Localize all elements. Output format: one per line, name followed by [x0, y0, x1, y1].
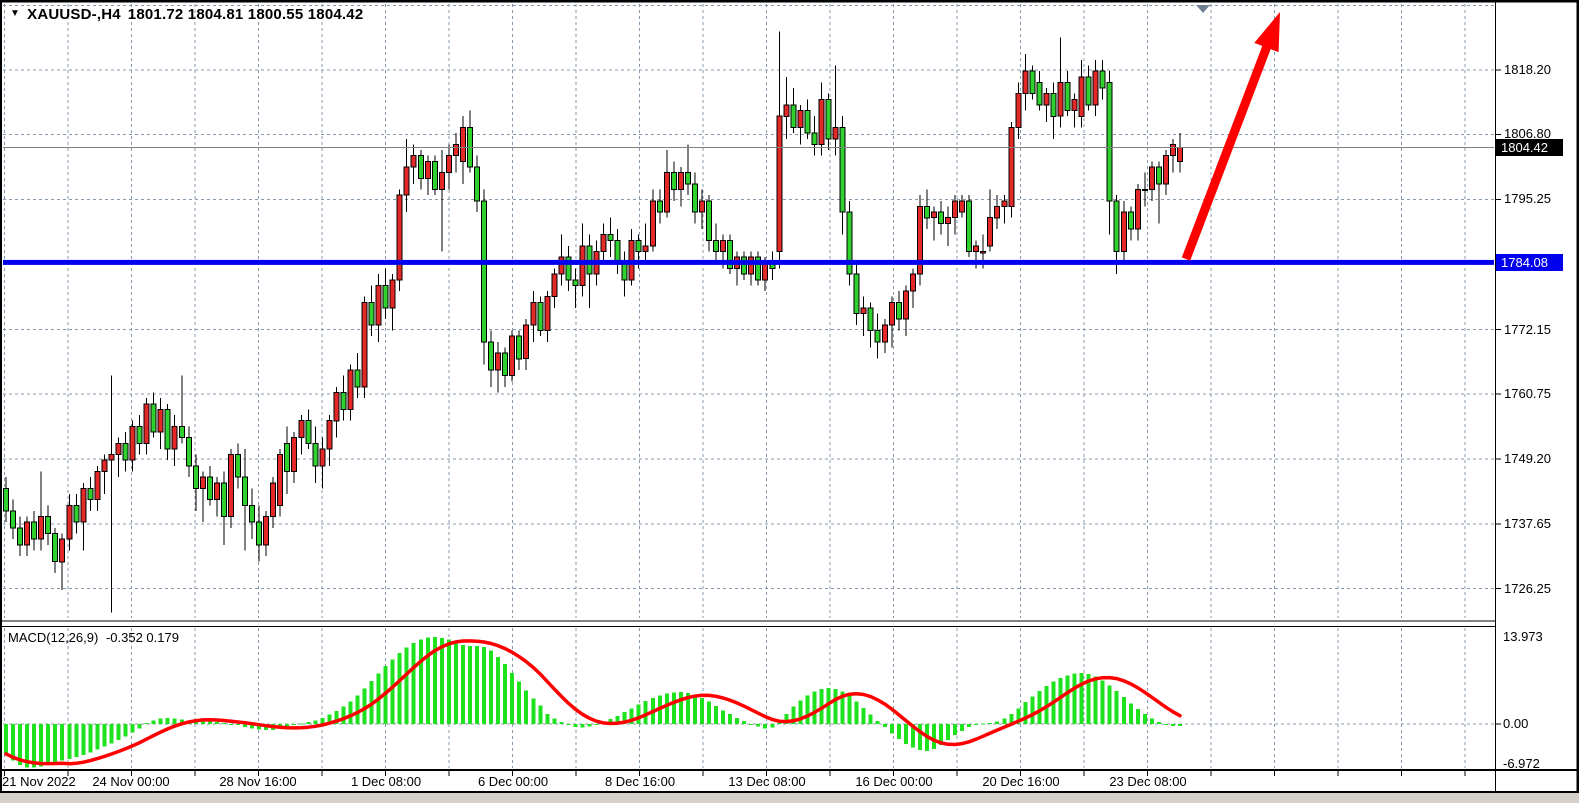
macd-current-values: -0.352 0.179: [105, 630, 179, 645]
price-axis-label: 1737.65: [1504, 516, 1551, 531]
macd-signal-line: [4, 639, 1182, 766]
price-axis-label: 1726.25: [1504, 581, 1551, 596]
macd-indicator-label: MACD(12,26,9) -0.352 0.179: [8, 630, 183, 645]
time-axis-label: 8 Dec 16:00: [604, 774, 676, 789]
time-axis-label: 20 Dec 16:00: [982, 774, 1060, 789]
candlestick-series: [3, 31, 1183, 613]
macd-histogram: [4, 637, 1182, 768]
price-axis-label: 1818.20: [1504, 62, 1551, 77]
ohlc-values: 1801.72 1804.81 1800.55 1804.42: [127, 5, 364, 23]
time-axis-label: 13 Dec 08:00: [728, 774, 806, 789]
down-triangle-icon: ▼: [10, 8, 21, 19]
symbol-timeframe-label: XAUUSD-,H4: [27, 5, 121, 23]
current-price-badge: 1804.42: [1496, 139, 1563, 156]
price-axis-label: 1760.75: [1504, 386, 1551, 401]
price-axis-label: 1795.25: [1504, 191, 1551, 206]
support-level-line[interactable]: [3, 259, 1494, 265]
time-axis-label: 1 Dec 08:00: [350, 774, 422, 789]
chart-ohlc-header: ▼ XAUUSD-,H4 1801.72 1804.81 1800.55 180…: [10, 5, 363, 23]
chart-grid: [3, 4, 1494, 768]
macd-scale-min-label: -6.972: [1503, 756, 1540, 771]
time-axis-label: 6 Dec 00:00: [477, 774, 549, 789]
axis-ticks: [4, 69, 1501, 776]
price-axis-label: 1749.20: [1504, 451, 1551, 466]
time-axis-label: 28 Nov 16:00: [219, 774, 297, 789]
hline-price-badge: 1784.08: [1496, 254, 1563, 271]
price-axis-label: 1806.80: [1504, 126, 1551, 141]
time-axis-label: 23 Dec 08:00: [1109, 774, 1187, 789]
price-axis-label: 1772.15: [1504, 322, 1551, 337]
chart-shift-marker-icon: [1196, 5, 1210, 13]
time-axis-label: 16 Dec 00:00: [855, 774, 933, 789]
time-axis-label: 24 Nov 00:00: [92, 774, 170, 789]
macd-scale-max-label: 13.973: [1503, 629, 1543, 644]
macd-title: MACD(12,26,9): [8, 630, 99, 645]
time-axis-label: 21 Nov 2022: [2, 774, 76, 789]
macd-scale-zero-label: 0.00: [1503, 716, 1529, 731]
trend-up-arrow[interactable]: [1181, 12, 1280, 261]
